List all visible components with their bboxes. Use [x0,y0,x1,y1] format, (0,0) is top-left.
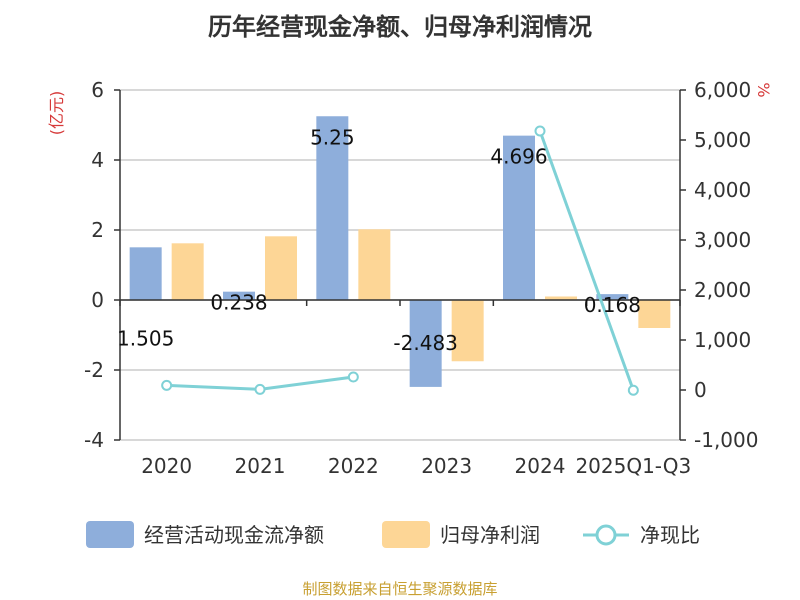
cash-flow-bar [129,247,162,300]
legend-marker-ratio [595,524,617,546]
cash-flow-bar [316,116,349,300]
bar-layer [129,116,671,387]
legend-label-cash-flow: 经营活动现金流净额 [144,523,324,547]
left-tick-label: 2 [91,218,104,242]
right-tick-label: 4,000 [694,178,751,202]
cash-flow-bar [223,291,255,300]
left-tick-label: -2 [84,358,104,382]
net-profit-bar [358,229,391,300]
category-label: 2023 [421,454,472,478]
legend-label-ratio: 净现比 [640,523,700,547]
right-tick-label: 6,000 [694,78,751,102]
cash-flow-data-label: 0.168 [584,293,641,317]
cash-flow-data-label: 1.505 [117,326,174,350]
category-label: 2022 [328,454,379,478]
category-label: 2020 [141,454,192,478]
cash-flow-data-label: 4.696 [490,145,547,169]
net-profit-bar [171,243,204,300]
right-tick-label: 3,000 [694,228,751,252]
category-label: 2024 [515,454,566,478]
chart-title: 历年经营现金净额、归母净利润情况 [208,13,592,41]
ratio-point [161,379,173,391]
source-text: 制图数据来自恒生聚源数据库 [302,580,497,598]
category-label: 2025Q1-Q3 [575,454,691,478]
cash-flow-data-label: 0.238 [210,291,267,315]
left-tick-label: -4 [84,428,104,452]
ratio-point [534,125,546,137]
cash-flow-data-label: -2.483 [393,331,457,355]
cash-flow-bar [409,300,442,387]
right-axis-unit: % [754,82,773,97]
left-tick-label: 6 [91,78,104,102]
label-layer: 6 4 2 0 -2 -4 6,000 5,000 4,000 3,000 2,000 1,000 0 -… [84,78,758,478]
line-layer [161,125,639,396]
ratio-point [347,371,359,383]
right-tick-label: 2,000 [694,278,751,302]
cash-flow-bar [503,135,535,300]
axis-layer [114,89,686,441]
legend-label-net-profit: 归母净利润 [440,523,540,547]
ratio-line [538,130,635,391]
right-tick-label: 1,000 [694,328,751,352]
left-tick-label: 4 [91,148,104,172]
net-profit-bar [638,300,671,328]
ratio-point [254,383,266,395]
net-profit-bar [451,300,484,362]
cash-flow-bar [596,294,629,300]
net-profit-bar [545,296,577,300]
ratio-point [627,384,639,396]
right-tick-label: -1,000 [694,428,758,452]
left-tick-label: 0 [91,288,104,312]
left-axis-unit: (亿元) [47,91,66,136]
right-tick-label: 5,000 [694,128,751,152]
right-tick-label: 0 [694,378,707,402]
category-label: 2021 [235,454,286,478]
net-profit-bar [265,236,297,300]
cash-flow-data-label: 5.25 [310,125,355,149]
legend: 经营活动现金流净额 归母净利润 净现比 [86,521,700,548]
legend-swatch-net-profit [382,521,430,548]
legend-swatch-cash-flow [86,521,134,548]
